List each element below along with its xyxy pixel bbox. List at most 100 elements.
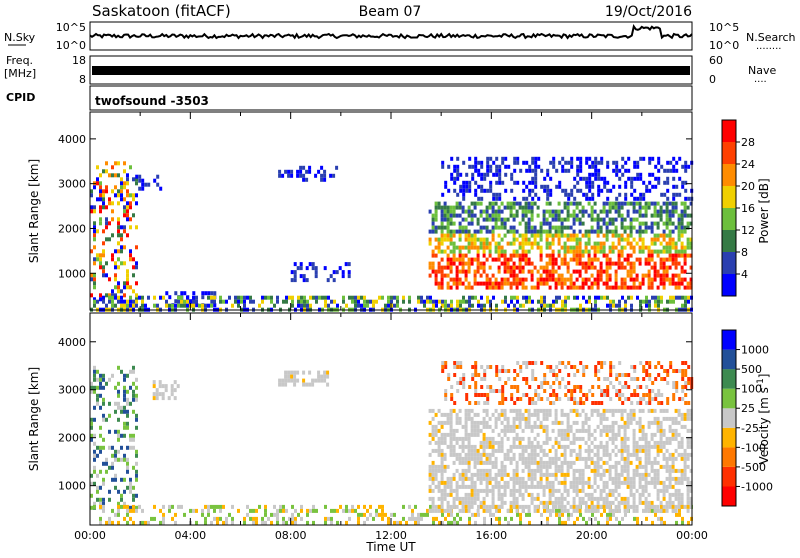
heatmap-cell [494,480,498,485]
heatmap-cell [546,516,549,521]
heatmap-cell [326,382,330,387]
heatmap-cell [485,508,489,513]
heatmap-cell [677,476,681,481]
heatmap-cell [126,269,129,274]
heatmap-cell [602,452,606,457]
heatmap-cell [576,168,580,173]
heatmap-cell [152,380,156,385]
heatmap-cell [90,389,93,394]
heatmap-cell [444,303,447,308]
heatmap-cell [99,293,102,298]
heatmap-cell [581,436,585,441]
heatmap-cell [452,448,456,453]
heatmap-cell [150,516,153,521]
heatmap-cell [533,456,537,461]
heatmap-cell [428,209,432,214]
heatmap-cell [111,461,114,466]
heatmap-cell [644,508,648,513]
heatmap-cell [554,464,558,469]
heatmap-cell [120,249,123,254]
heatmap-cell [467,484,471,489]
heatmap-cell [461,205,465,210]
heatmap-cell [633,393,637,397]
heatmap-cell [282,516,285,521]
heatmap-cell [449,237,453,242]
heatmap-cell [177,303,180,308]
heatmap-cell [575,285,579,290]
heatmap-cell [587,201,591,206]
heatmap-cell [641,205,645,210]
heatmap-cell [99,217,102,222]
heatmap-cell [687,196,691,201]
heatmap-cell [515,265,519,270]
heatmap-cell [617,424,621,429]
heatmap-cell [491,201,495,206]
heatmap-cell [512,476,516,481]
heatmap-cell [455,504,459,509]
heatmap-cell [273,504,276,509]
heatmap-cell [674,281,678,286]
heatmap-cell [207,295,210,300]
heatmap-cell [612,184,616,189]
heatmap-cell [192,299,195,304]
heatmap-cell [432,299,435,304]
heatmap-cell [665,225,669,230]
heatmap-cell [509,253,513,258]
heatmap-cell [456,172,460,177]
heatmap-cell [363,299,366,304]
heatmap-cell [518,476,522,481]
heatmap-cell [533,460,537,465]
heatmap-cell [495,508,498,513]
heatmap-cell [441,192,445,197]
heatmap-cell [435,303,438,308]
heatmap-cell [605,484,609,489]
heatmap-cell [575,269,579,274]
heatmap-cell [536,452,540,457]
heatmap-cell [464,253,468,258]
heatmap-cell [680,241,684,246]
heatmap-cell [485,480,489,485]
heatmap-cell [617,253,621,258]
heatmap-cell [512,265,516,270]
heatmap-cell [437,440,441,445]
heatmap-cell [327,516,330,521]
heatmap-cell [465,172,469,177]
heatmap-cell [665,201,669,206]
heatmap-cell [599,273,603,278]
heatmap-cell [671,464,675,469]
heatmap-cell [567,361,571,365]
heatmap-cell [446,225,450,230]
heatmap-cell [653,277,657,282]
heatmap-cell [521,460,525,465]
heatmap-cell [578,436,582,441]
heatmap-cell [557,249,561,254]
heatmap-cell [578,508,582,513]
heatmap-cell [641,245,645,250]
heatmap-cell [114,295,117,300]
heatmap-cell [680,500,684,505]
heatmap-cell [545,245,549,250]
heatmap-cell [581,456,585,461]
heatmap-cell [659,432,663,437]
heatmap-cell [446,237,450,242]
heatmap-cell [564,303,567,308]
heatmap-cell [530,424,534,429]
heatmap-cell [609,516,612,521]
heatmap-cell [458,408,462,413]
heatmap-cell [195,520,198,525]
heatmap-cell [468,516,471,521]
heatmap-cell [594,172,598,177]
heatmap-cell [537,299,540,304]
heatmap-cell [594,369,598,373]
heatmap-cell [213,291,217,296]
heatmap-cell [545,472,549,477]
heatmap-cell [668,464,672,469]
heatmap-cell [543,508,546,513]
heatmap-cell [611,201,615,206]
heatmap-cell [102,461,105,466]
heatmap-cell [363,295,366,300]
heatmap-cell [657,373,661,377]
heatmap-cell [608,217,612,222]
y-tick-label: 3000 [58,178,86,191]
heatmap-cell [479,488,483,493]
